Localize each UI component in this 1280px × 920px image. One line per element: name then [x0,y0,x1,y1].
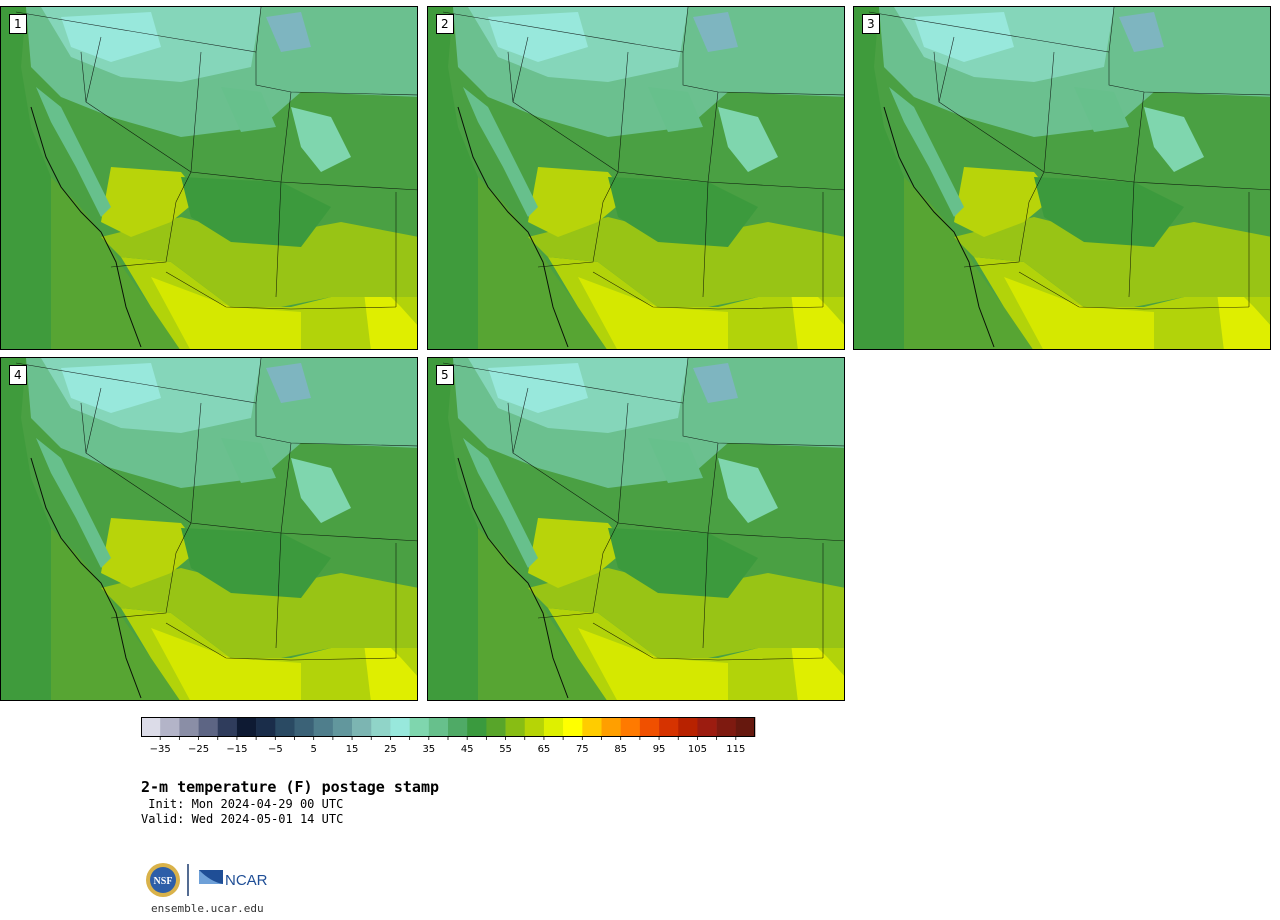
colorbar-outline [141,717,755,737]
colorbar-swatch [371,717,391,737]
colorbar-swatch [543,717,564,737]
colorbar-tick-label: 35 [422,744,435,755]
colorbar-swatch [390,717,410,737]
colorbar-swatch [659,717,679,737]
panel-number-label: 5 [436,365,454,385]
colorbar-swatch [486,717,506,737]
temperature-map [428,358,844,700]
colorbar-tick-label: −25 [188,744,209,755]
colorbar-swatch [294,717,314,737]
colorbar-swatch [217,717,238,737]
colorbar-swatch [678,717,698,737]
colorbar-swatch [352,717,372,737]
temperature-map [428,7,844,349]
colorbar-tick-label: 45 [461,744,474,755]
colorbar-swatch [735,717,756,737]
colorbar-swatch [448,717,468,737]
colorbar-tick-label: 25 [384,744,397,755]
colorbar-swatch [428,717,449,737]
colorbar-swatch [141,717,161,737]
map-panel-3: 3 [853,6,1271,350]
colorbar-swatch [179,717,199,737]
colorbar-swatch [582,717,602,737]
colorbar-swatch [601,717,621,737]
temperature-map [1,7,417,349]
map-panel-2: 2 [427,6,845,350]
colorbar-tick-label: −15 [226,744,247,755]
ncar-logo-text: NCAR [225,872,268,889]
colorbar-swatch [467,717,487,737]
colorbar-tick-label: 5 [311,744,317,755]
valid-time: Valid: Wed 2024-05-01 14 UTC [141,812,344,826]
colorbar-swatch [639,717,660,737]
colorbar-swatch [716,717,737,737]
init-time: Init: Mon 2024-04-29 00 UTC [141,797,344,811]
panel-number-label: 2 [436,14,454,34]
temperature-map [1,358,417,700]
colorbar-tick-label: 75 [576,744,589,755]
map-panel-4: 4 [0,357,418,701]
colorbar-swatch [236,717,257,737]
colorbar-swatch [256,717,276,737]
colorbar-tick-label: 55 [499,744,512,755]
panel-number-label: 1 [9,14,27,34]
colorbar-tick-label: 15 [346,744,359,755]
colorbar-tick-label: 115 [726,744,745,755]
colorbar-tick-label: 85 [614,744,627,755]
page-title: 2-m temperature (F) postage stamp [141,778,440,796]
colorbar-tick-label: −5 [268,744,283,755]
colorbar-swatch [409,717,430,737]
website-url: ensemble.ucar.edu [151,902,264,915]
colorbar-swatch [313,717,334,737]
colorbar-tick-label: −35 [150,744,171,755]
colorbar-tick-label: 105 [688,744,707,755]
colorbar-tick-label: 95 [653,744,666,755]
colorbar-swatch [275,717,295,737]
nsf-logo-text: NSF [154,876,173,887]
temperature-map [854,7,1270,349]
nsf-ncar-logo: NSF NCAR [146,863,268,897]
colorbar-swatch [332,717,353,737]
colorbar-swatch [563,717,583,737]
colorbar-swatch [160,717,180,737]
map-panel-5: 5 [427,357,845,701]
colorbar-swatch [697,717,717,737]
colorbar-swatch [524,717,545,737]
panel-number-label: 4 [9,365,27,385]
map-panel-1: 1 [0,6,418,350]
panel-number-label: 3 [862,14,880,34]
colorbar-swatch [198,717,219,737]
colorbar-swatch [620,717,641,737]
colorbar-swatch [505,717,526,737]
colorbar-tick-label: 65 [538,744,551,755]
temperature-colorbar: −35 −25 −15 −5 5 15 25 35 45 55 65 75 85 95 105 115 [141,717,756,755]
